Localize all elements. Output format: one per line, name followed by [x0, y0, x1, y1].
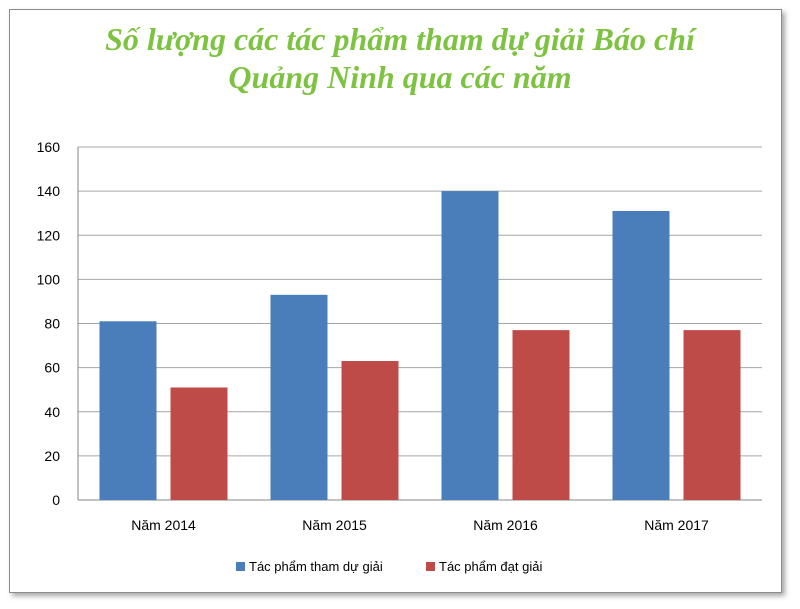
- legend-swatch: [236, 562, 245, 571]
- y-tick-label: 40: [44, 404, 60, 420]
- legend: Tác phẩm tham dự giải Tác phẩm đạt giải: [236, 559, 542, 574]
- y-tick-label: 80: [44, 316, 60, 332]
- y-tick-label: 140: [37, 183, 61, 199]
- x-category-label: Năm 2016: [473, 517, 538, 533]
- y-tick-label: 20: [44, 448, 60, 464]
- legend-swatch: [426, 562, 435, 571]
- bar-entries: [441, 191, 499, 500]
- y-tick-label: 60: [44, 360, 60, 376]
- chart-title-line-2: Quảng Ninh qua các năm: [228, 59, 572, 95]
- y-tick-label: 0: [52, 492, 60, 508]
- bars: [99, 191, 741, 500]
- bar-entries: [270, 294, 328, 500]
- bar-awarded: [512, 330, 570, 500]
- x-category-label: Năm 2015: [302, 517, 367, 533]
- bar-awarded: [683, 330, 741, 500]
- x-axis-categories: Năm 2014 Năm 2015 Năm 2016 Năm 2017: [131, 517, 709, 533]
- x-category-label: Năm 2014: [131, 517, 196, 533]
- chart-title-line-1: Số lượng các tác phẩm tham dự giải Báo c…: [105, 21, 695, 57]
- bar-entries: [99, 321, 157, 500]
- bar-entries: [612, 210, 670, 500]
- bar-awarded: [170, 387, 228, 500]
- x-category-label: Năm 2017: [644, 517, 709, 533]
- y-tick-label: 100: [37, 271, 61, 287]
- chart-title: Số lượng các tác phẩm tham dự giải Báo c…: [0, 20, 800, 96]
- y-axis-ticks: 0 20 40 60 80 100 120 140 160: [37, 139, 61, 508]
- legend-label: Tác phẩm tham dự giải: [249, 559, 383, 574]
- y-tick-label: 120: [37, 227, 61, 243]
- legend-label: Tác phẩm đạt giải: [439, 559, 542, 574]
- bar-awarded: [341, 361, 399, 500]
- y-tick-label: 160: [37, 139, 61, 155]
